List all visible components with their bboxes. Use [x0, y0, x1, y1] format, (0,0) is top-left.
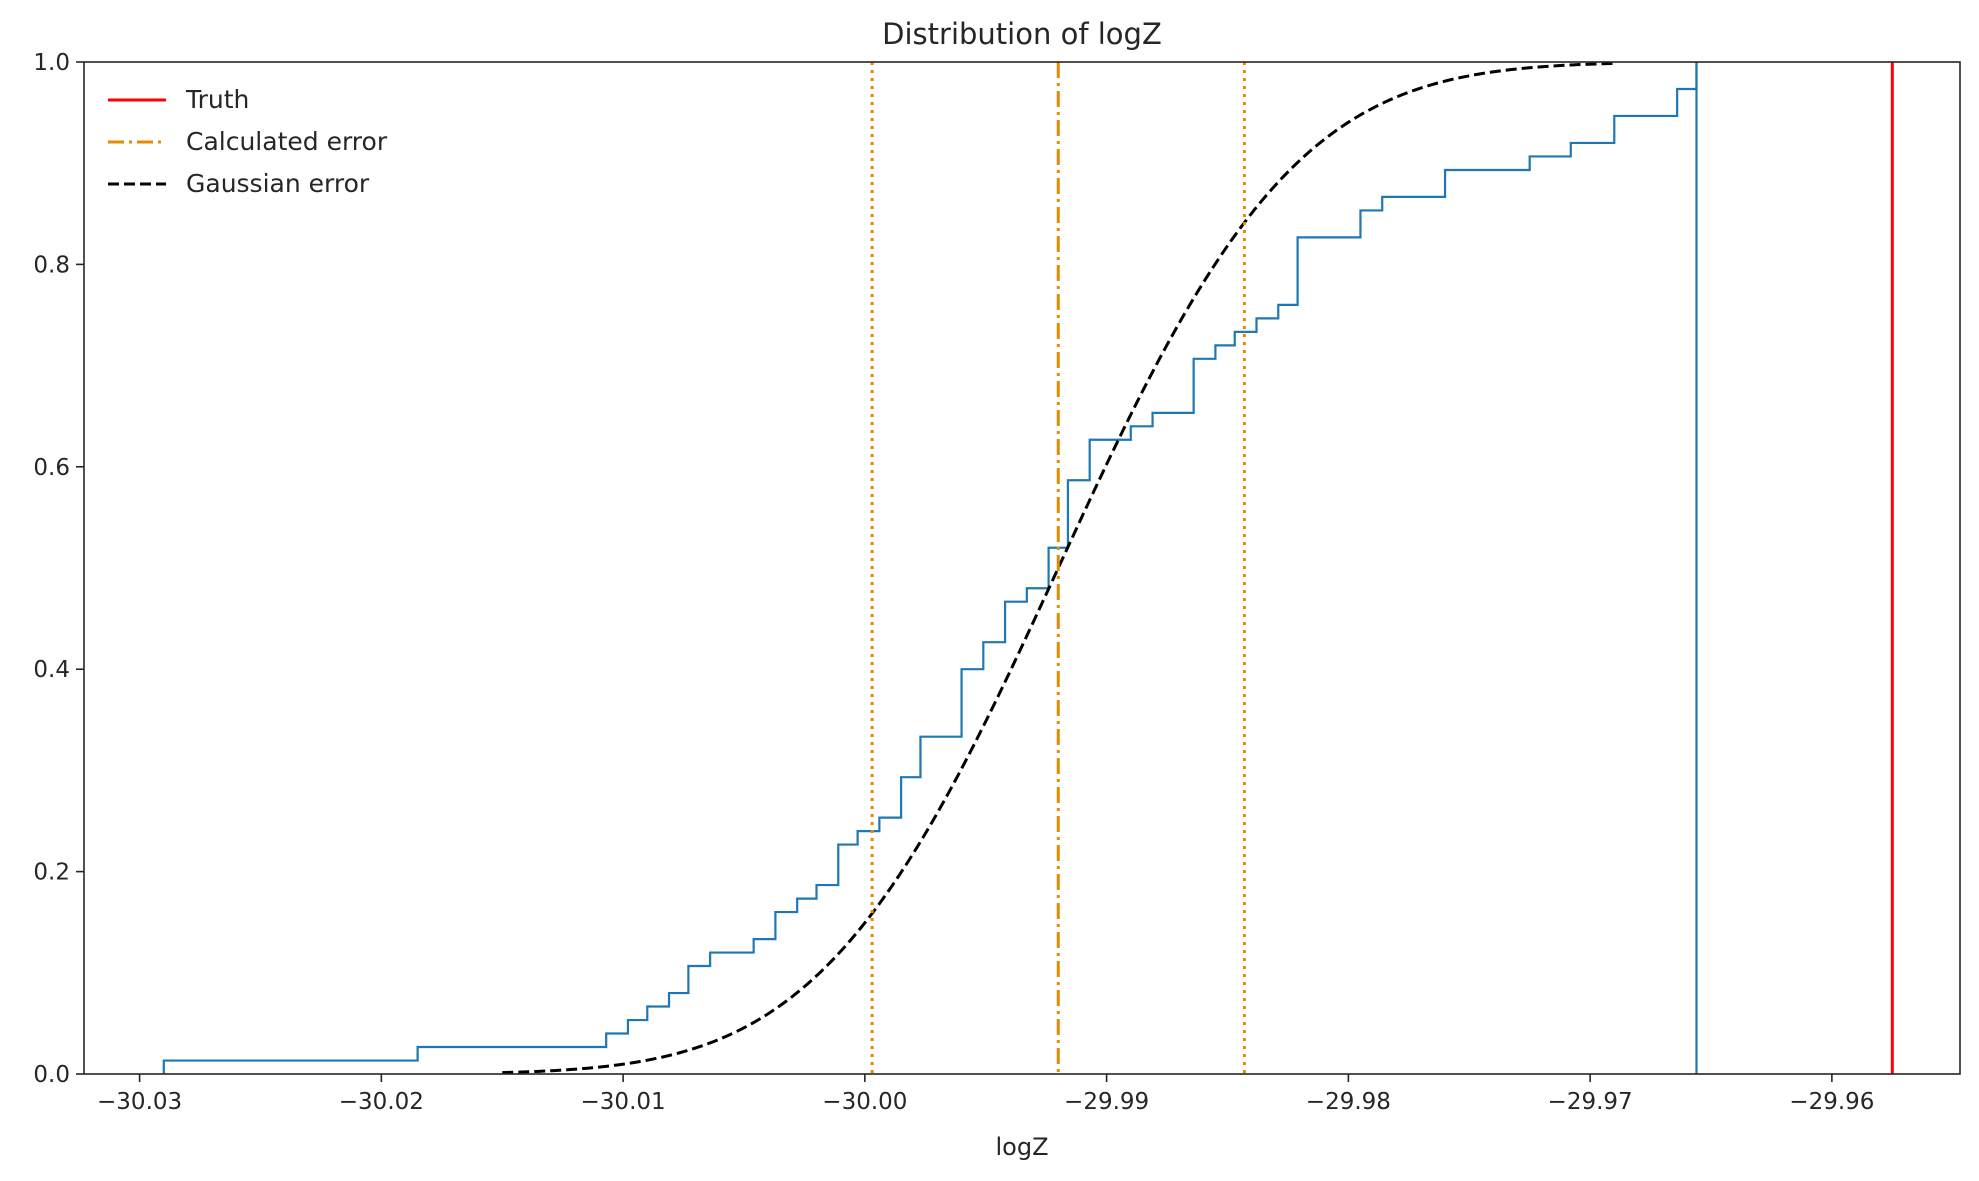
x-tick-label: −30.03: [97, 1089, 182, 1115]
legend-label: Gaussian error: [186, 169, 370, 198]
y-tick-label: 0.6: [33, 455, 70, 481]
plot-area: [162, 62, 1894, 1074]
x-tick-label: −30.00: [822, 1089, 907, 1115]
legend: Truth Calculated error Gaussian error: [108, 85, 388, 198]
x-tick-label: −29.99: [1064, 1089, 1149, 1115]
x-axis-label: logZ: [995, 1133, 1048, 1161]
legend-label: Calculated error: [186, 127, 388, 156]
x-tick-label: −29.96: [1789, 1089, 1874, 1115]
x-tick-label: −30.01: [581, 1089, 666, 1115]
axes-frame: [83, 61, 1961, 1075]
y-tick-label: 0.4: [33, 657, 70, 683]
empirical-cdf-line: [162, 62, 1698, 1074]
y-tick-label: 1.0: [33, 50, 70, 76]
y-tick-label: 0.0: [33, 1062, 70, 1088]
x-tick-label: −29.98: [1306, 1089, 1391, 1115]
x-tick-label: −29.97: [1548, 1089, 1633, 1115]
legend-label: Truth: [185, 85, 249, 114]
axes: −30.03 −30.02 −30.01 −30.00 −29.99 −29.98 −29.…: [33, 50, 1961, 1115]
plot-series-group: [162, 62, 1894, 1074]
chart-title: Distribution of logZ: [882, 17, 1162, 51]
y-tick-label: 0.2: [33, 860, 70, 886]
x-tick-label: −30.02: [339, 1089, 424, 1115]
y-tick-label: 0.8: [33, 252, 70, 278]
gaussian-error-curve: [502, 62, 1615, 1074]
